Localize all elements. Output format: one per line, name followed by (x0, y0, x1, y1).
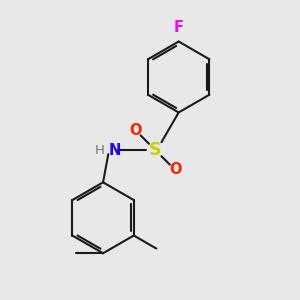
Text: S: S (149, 141, 161, 159)
Text: O: O (169, 162, 181, 177)
Text: F: F (174, 20, 184, 35)
Text: N: N (108, 142, 121, 158)
Text: H: H (95, 143, 105, 157)
Text: O: O (129, 123, 142, 138)
